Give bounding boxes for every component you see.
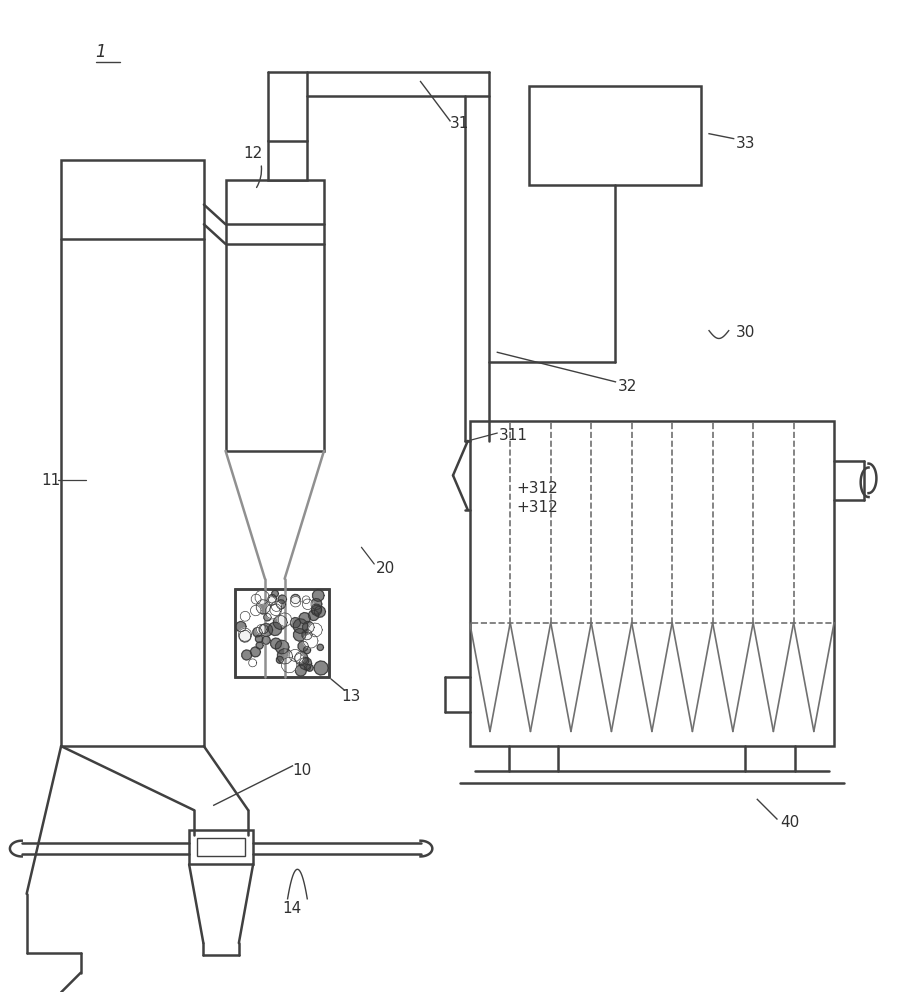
- Polygon shape: [240, 611, 250, 621]
- Polygon shape: [262, 636, 270, 644]
- Polygon shape: [289, 649, 301, 661]
- Text: 31: 31: [450, 116, 470, 131]
- Polygon shape: [311, 599, 322, 610]
- Polygon shape: [268, 594, 277, 603]
- Polygon shape: [250, 647, 260, 657]
- Text: 1: 1: [95, 43, 106, 61]
- Polygon shape: [255, 590, 269, 604]
- Polygon shape: [256, 642, 263, 649]
- Text: 33: 33: [736, 136, 756, 151]
- Polygon shape: [270, 604, 282, 616]
- Polygon shape: [282, 657, 297, 673]
- Bar: [226, 180, 324, 451]
- Text: 20: 20: [376, 561, 395, 576]
- Polygon shape: [270, 638, 281, 649]
- Polygon shape: [278, 595, 287, 603]
- Polygon shape: [296, 665, 307, 676]
- Polygon shape: [268, 622, 282, 636]
- Text: 13: 13: [342, 689, 361, 704]
- Polygon shape: [258, 625, 268, 634]
- Text: 32: 32: [618, 379, 637, 394]
- Polygon shape: [253, 627, 262, 637]
- Polygon shape: [290, 618, 300, 628]
- Bar: [236, 589, 329, 677]
- Text: 11: 11: [42, 473, 61, 488]
- Bar: [529, 86, 701, 185]
- Polygon shape: [250, 605, 261, 616]
- Polygon shape: [277, 600, 286, 609]
- Text: 10: 10: [292, 763, 312, 778]
- Polygon shape: [259, 623, 273, 637]
- Polygon shape: [249, 659, 257, 667]
- Polygon shape: [291, 594, 300, 604]
- Polygon shape: [239, 630, 251, 642]
- Text: 311: 311: [499, 428, 528, 443]
- Polygon shape: [302, 630, 312, 640]
- Bar: [236, 589, 329, 677]
- Polygon shape: [298, 641, 308, 651]
- Polygon shape: [267, 597, 276, 606]
- Text: 12: 12: [243, 146, 262, 161]
- Polygon shape: [302, 596, 310, 604]
- Polygon shape: [303, 621, 314, 633]
- Polygon shape: [271, 601, 282, 611]
- Polygon shape: [239, 628, 252, 641]
- Polygon shape: [274, 615, 288, 629]
- Polygon shape: [295, 654, 304, 663]
- Text: 14: 14: [283, 901, 302, 916]
- Polygon shape: [264, 613, 271, 621]
- Polygon shape: [311, 604, 322, 614]
- Polygon shape: [314, 661, 328, 675]
- Bar: [268, 141, 307, 180]
- Text: 40: 40: [780, 815, 799, 830]
- Text: 30: 30: [736, 325, 755, 340]
- Text: +312: +312: [516, 500, 558, 515]
- Polygon shape: [266, 604, 280, 619]
- Polygon shape: [299, 657, 312, 670]
- Polygon shape: [313, 590, 324, 601]
- Polygon shape: [308, 610, 319, 621]
- Polygon shape: [278, 613, 292, 626]
- Bar: [197, 838, 245, 856]
- Polygon shape: [315, 606, 326, 617]
- Bar: [61, 160, 204, 746]
- Polygon shape: [236, 621, 246, 632]
- Polygon shape: [293, 619, 308, 633]
- Polygon shape: [272, 590, 278, 597]
- Polygon shape: [303, 599, 313, 610]
- Polygon shape: [311, 605, 322, 615]
- Polygon shape: [308, 623, 322, 637]
- Polygon shape: [294, 629, 306, 641]
- Polygon shape: [277, 656, 284, 663]
- Polygon shape: [307, 664, 313, 671]
- Polygon shape: [257, 600, 270, 614]
- Bar: [470, 421, 834, 746]
- Polygon shape: [303, 658, 309, 664]
- Polygon shape: [251, 594, 261, 604]
- Polygon shape: [242, 650, 252, 660]
- Polygon shape: [290, 596, 301, 607]
- Polygon shape: [295, 652, 308, 665]
- Bar: [190, 830, 253, 864]
- Polygon shape: [276, 640, 289, 654]
- Polygon shape: [317, 644, 324, 651]
- Polygon shape: [304, 646, 311, 654]
- Polygon shape: [299, 613, 310, 624]
- Text: +312: +312: [516, 481, 558, 496]
- Polygon shape: [304, 664, 310, 671]
- Polygon shape: [304, 634, 318, 648]
- Polygon shape: [278, 649, 293, 664]
- Polygon shape: [256, 635, 263, 643]
- Polygon shape: [257, 624, 267, 634]
